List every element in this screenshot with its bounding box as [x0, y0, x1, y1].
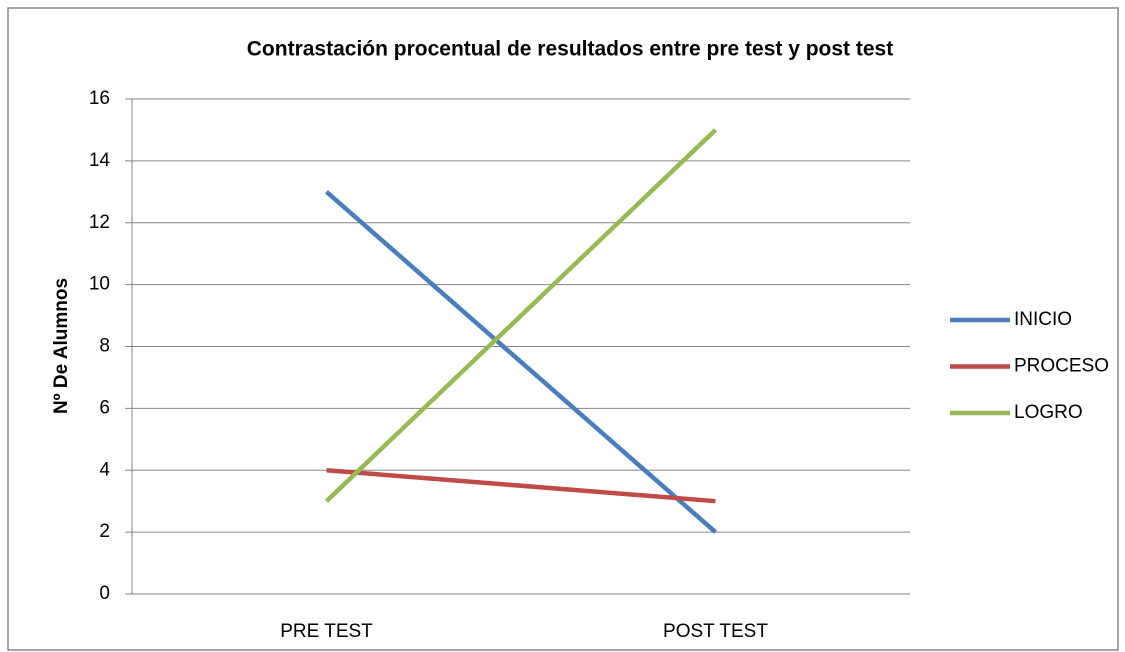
legend-label: PROCESO: [1014, 356, 1109, 377]
chart-title: Contrastación procentual de resultados e…: [247, 38, 893, 61]
y-tick-label: 4: [99, 459, 110, 480]
y-tick-label: 10: [89, 274, 110, 295]
y-tick-label: 14: [89, 150, 111, 171]
legend-label: LOGRO: [1014, 402, 1083, 423]
y-tick-label: 16: [89, 88, 110, 109]
series-line: [326, 468, 716, 504]
y-tick-label: 12: [89, 212, 110, 233]
y-tick-label: 0: [99, 583, 110, 604]
chart-border: [7, 7, 1119, 651]
y-tick-label: 2: [99, 521, 110, 542]
x-tick-label: PRE TEST: [280, 621, 373, 642]
y-tick-label: 6: [99, 397, 110, 418]
legend-label: INICIO: [1014, 309, 1072, 330]
y-axis-label: Nº De Alumnos: [51, 278, 72, 414]
series-line: [325, 190, 717, 534]
x-tick-label: POST TEST: [663, 621, 768, 642]
series-line: [324, 128, 718, 503]
y-tick-label: 8: [99, 336, 110, 357]
